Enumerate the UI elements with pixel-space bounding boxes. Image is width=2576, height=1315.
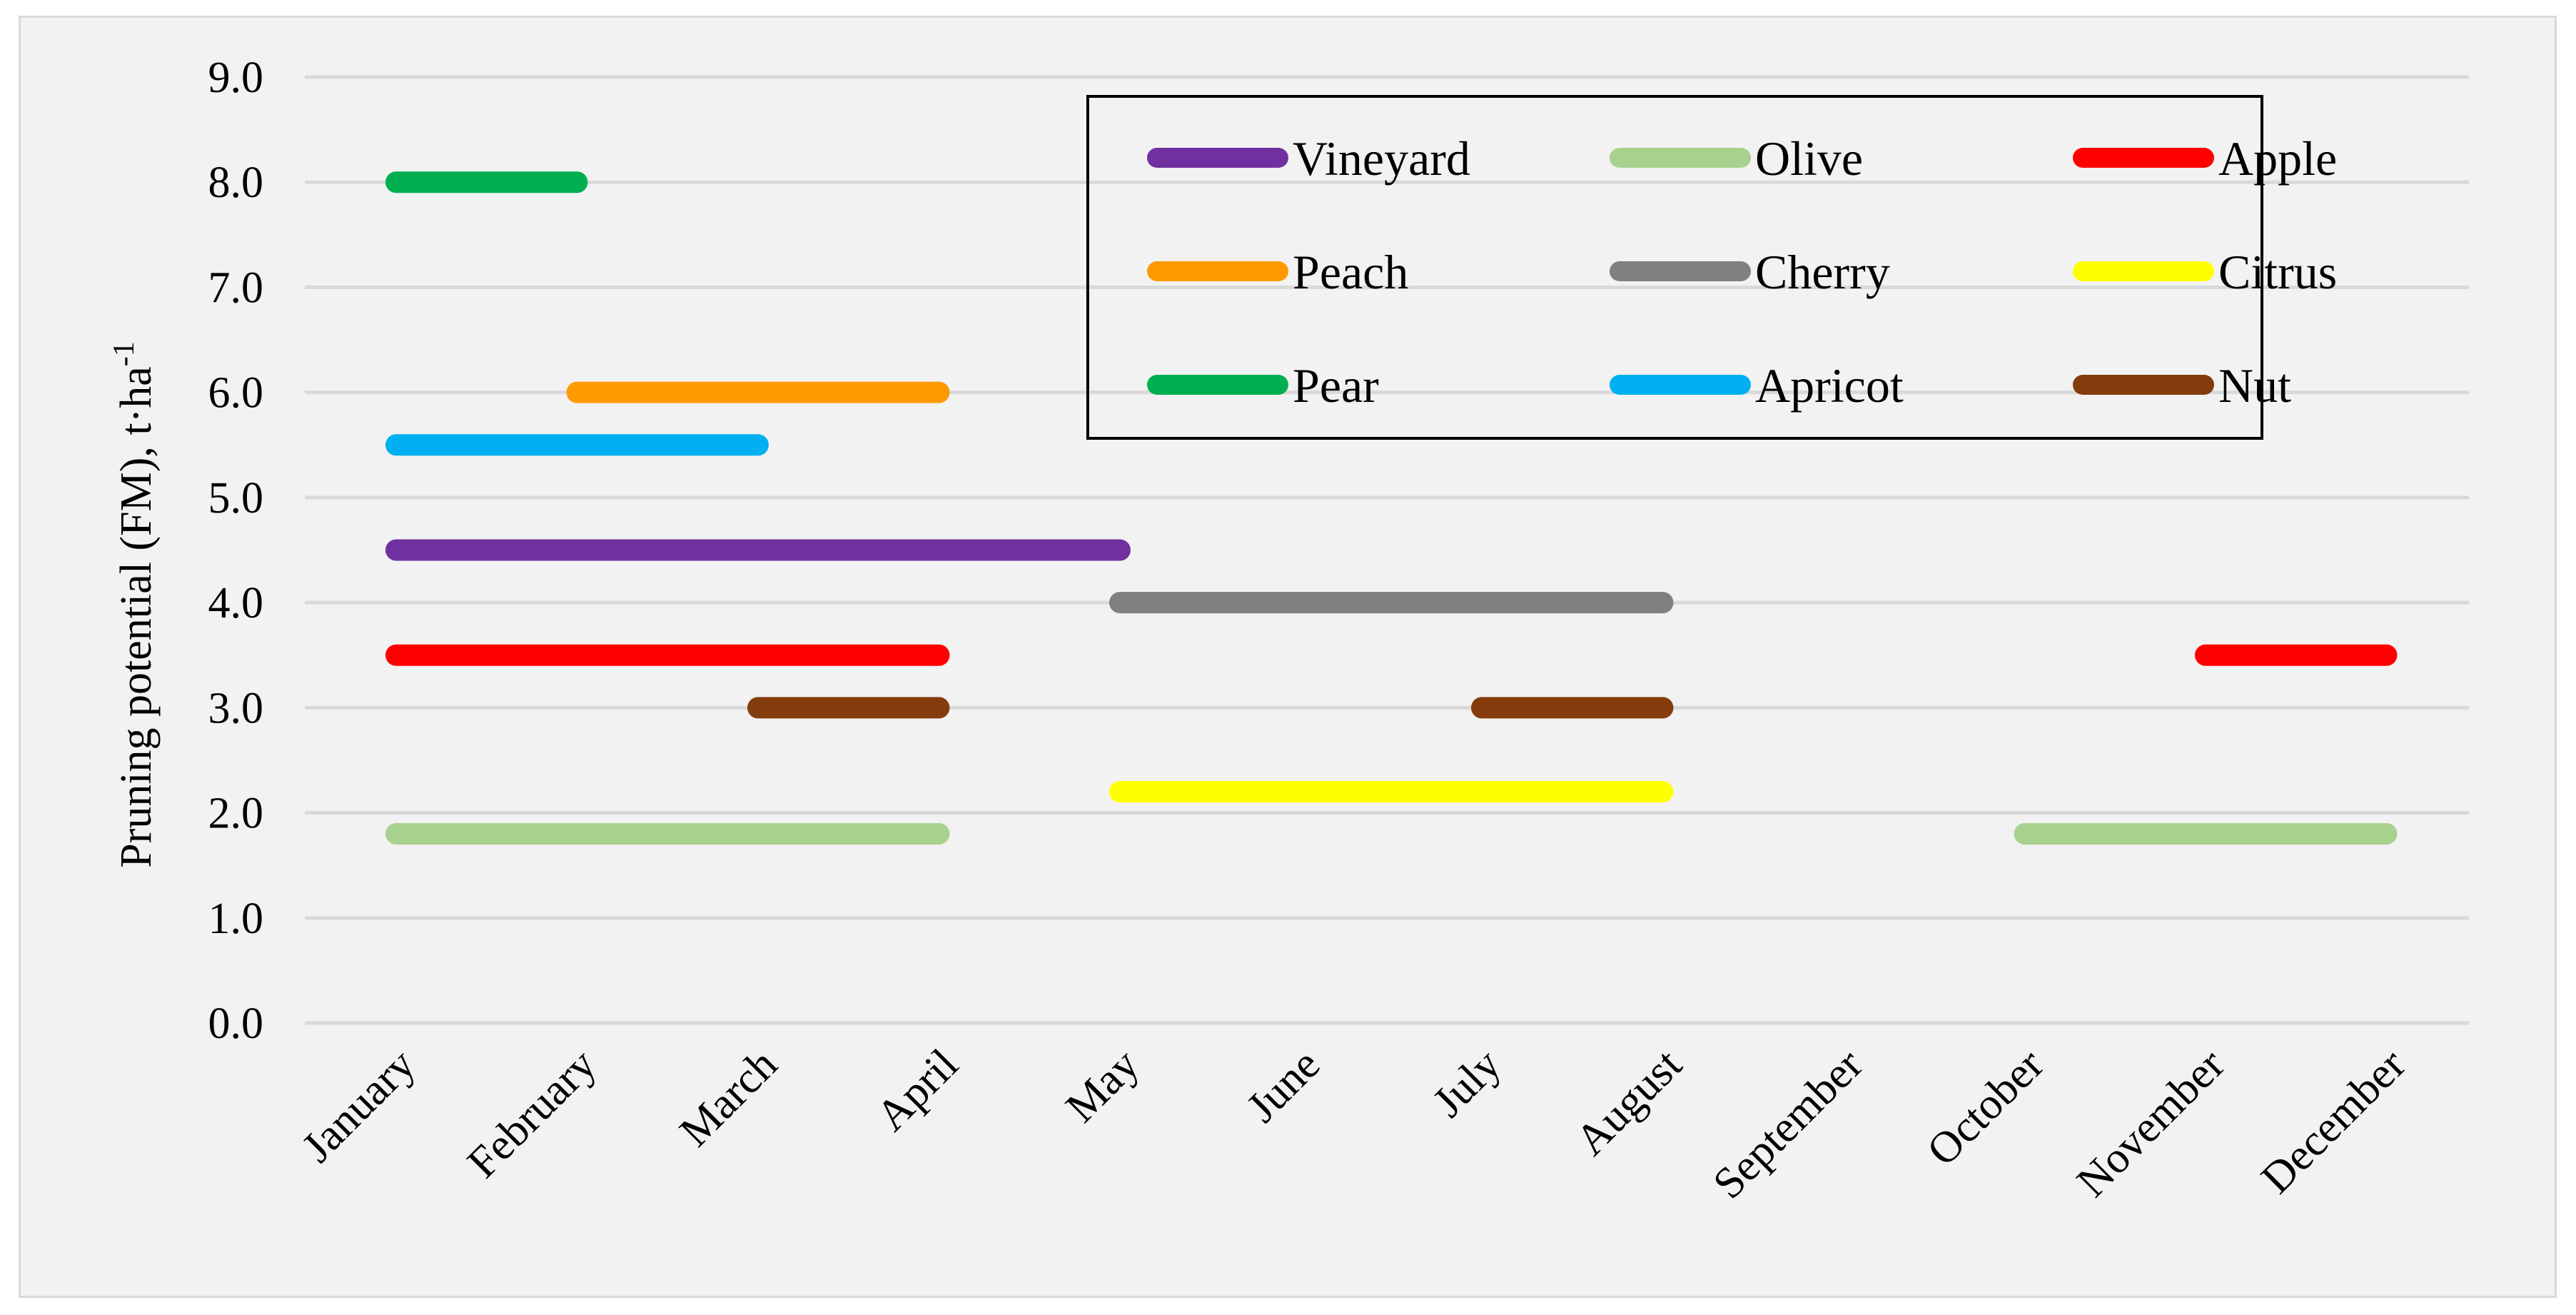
x-tick-november: November (2068, 1040, 2234, 1206)
y-axis-title-superscript: -1 (108, 341, 141, 366)
legend-label-cherry: Cherry (1755, 245, 1890, 299)
y-tick-4-0: 4.0 (208, 579, 264, 628)
legend-label-nut: Nut (2218, 358, 2291, 413)
y-tick-7-0: 7.0 (208, 263, 264, 312)
x-tick-march: March (670, 1040, 787, 1157)
x-tick-october: October (1918, 1040, 2054, 1176)
chart-frame: 0.0 1.0 2.0 3.0 4.0 5.0 6.0 7.0 8.0 9.0 January Fe… (19, 16, 2557, 1298)
legend-items: Vineyard Olive Apple Peach Cherry Citrus Pear A… (1147, 131, 2337, 413)
y-axis-title-text: Pruning potential (FM), t·ha (112, 366, 161, 868)
y-axis-title: Pruning potential (FM), t·ha-1 (108, 341, 161, 868)
chart-svg: 0.0 1.0 2.0 3.0 4.0 5.0 6.0 7.0 8.0 9.0 January Fe… (108, 54, 2469, 1209)
x-tick-april: April (867, 1040, 968, 1141)
y-tick-labels: 0.0 1.0 2.0 3.0 4.0 5.0 6.0 7.0 8.0 9.0 (208, 54, 264, 1048)
legend-label-citrus: Citrus (2218, 245, 2337, 299)
y-tick-1-0: 1.0 (208, 895, 264, 943)
y-tick-3-0: 3.0 (208, 684, 264, 732)
legend-label-pear: Pear (1293, 358, 1379, 413)
y-tick-5-0: 5.0 (208, 474, 264, 523)
y-tick-0-0: 0.0 (208, 999, 264, 1048)
y-tick-2-0: 2.0 (208, 790, 264, 838)
x-tick-september: September (1704, 1040, 1872, 1209)
y-tick-8-0: 8.0 (208, 158, 264, 207)
y-tick-6-0: 6.0 (208, 369, 264, 418)
legend-label-apricot: Apricot (1755, 358, 1904, 413)
legend-label-olive: Olive (1755, 131, 1863, 186)
legend-label-apple: Apple (2218, 131, 2337, 186)
x-tick-july: July (1424, 1040, 1510, 1127)
legend-label-vineyard: Vineyard (1293, 131, 1470, 186)
x-tick-may: May (1056, 1040, 1148, 1132)
x-tick-june: June (1238, 1040, 1329, 1132)
legend-box (1086, 95, 2263, 440)
legend: Vineyard Olive Apple Peach Cherry Citrus Pear A… (1086, 95, 2337, 440)
x-tick-labels: January February March April May June July Augu… (293, 1040, 2415, 1209)
x-tick-january: January (293, 1040, 424, 1172)
x-tick-february: February (458, 1040, 605, 1187)
legend-label-peach: Peach (1293, 245, 1408, 299)
range-bars (385, 171, 2398, 845)
y-tick-9-0: 9.0 (208, 54, 264, 102)
x-tick-december: December (2252, 1040, 2415, 1203)
x-tick-august: August (1567, 1040, 1692, 1165)
